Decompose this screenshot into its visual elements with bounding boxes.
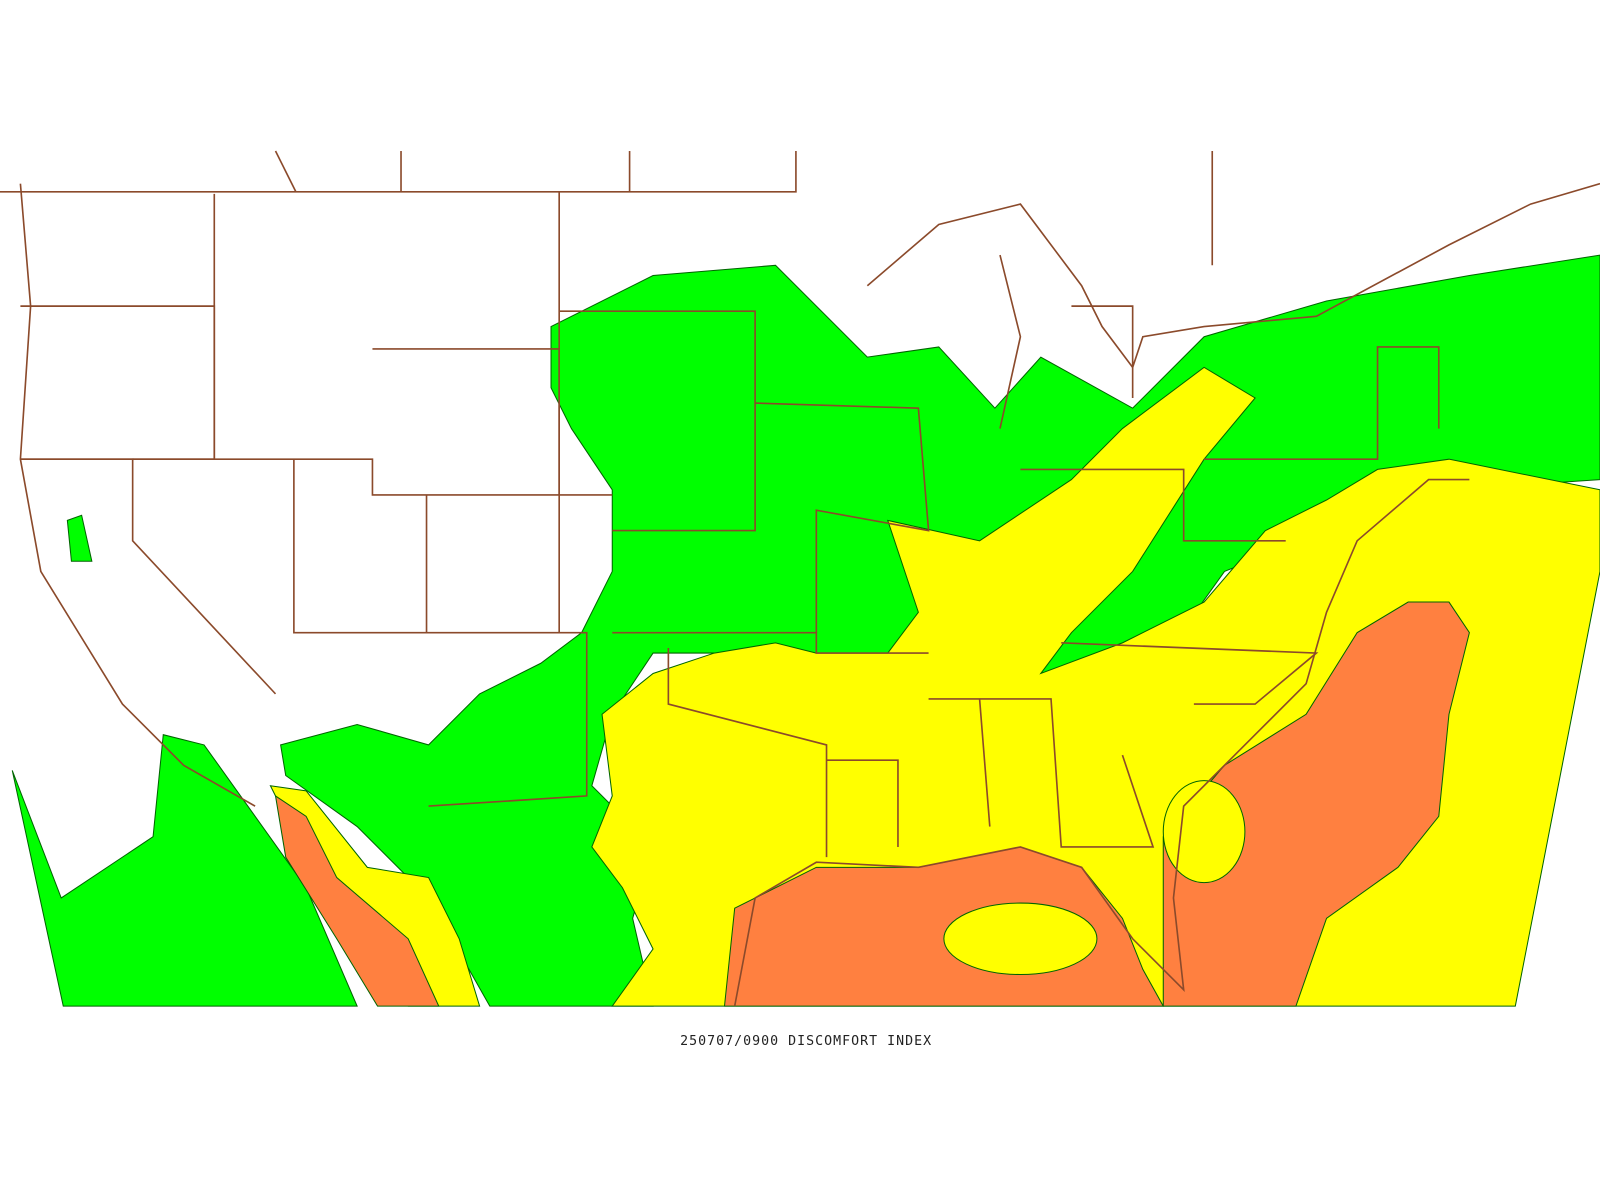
green-zone <box>66 514 93 562</box>
map-caption: 250707/0900 DISCOMFORT INDEX <box>680 1034 932 1049</box>
yellow-zone <box>1162 780 1246 884</box>
map-area <box>0 150 1600 1007</box>
yellow-zone <box>943 902 1098 975</box>
boundaries <box>0 150 1600 1007</box>
orange-zone <box>274 794 440 1007</box>
orange-zone <box>1162 601 1470 1007</box>
green-zone <box>11 734 358 1007</box>
